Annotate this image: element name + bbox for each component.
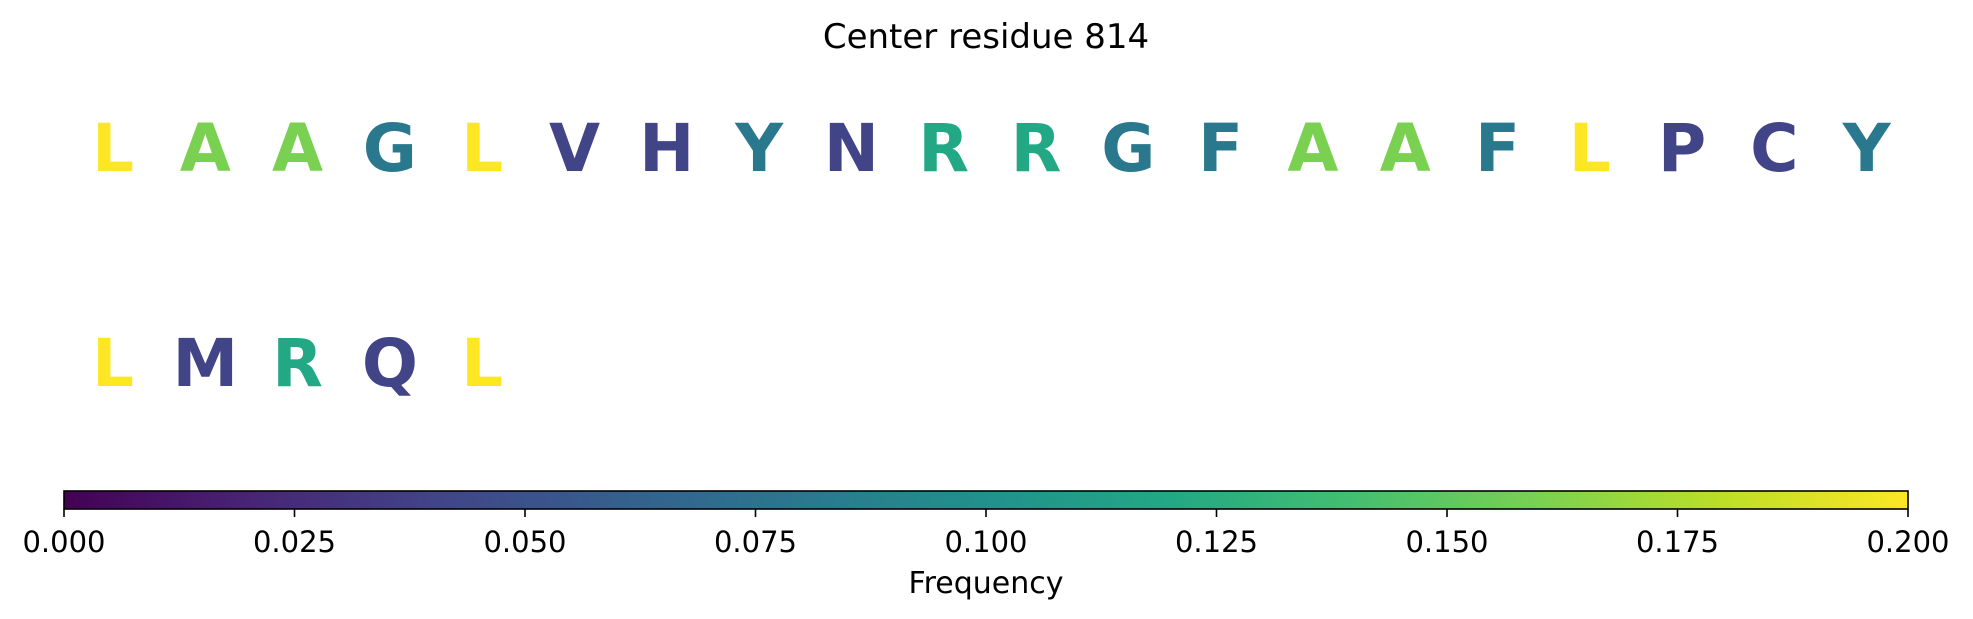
colorbar-tick-label: 0.150 xyxy=(1405,525,1488,559)
colorbar-tick-label: 0.100 xyxy=(944,525,1027,559)
colorbar-tick-label: 0.000 xyxy=(22,525,105,559)
colorbar-label: Frequency xyxy=(909,566,1064,601)
residue-grid: L A A G L V H Y N R R G F A A F L P C YL M R Q L xyxy=(92,110,1892,402)
residue-letter: H xyxy=(639,110,694,187)
residue-letter: A xyxy=(1287,110,1338,187)
residue-letter: G xyxy=(1101,110,1155,187)
residue-letter: A xyxy=(1380,110,1431,187)
colorbar-tick-label: 0.050 xyxy=(483,525,566,559)
residue-letter: Q xyxy=(362,325,418,402)
residue-letter: Y xyxy=(734,110,784,187)
colorbar-tick-label: 0.175 xyxy=(1636,525,1719,559)
residue-letter: L xyxy=(461,325,503,402)
residue-letter: N xyxy=(824,110,879,187)
residue-letter: A xyxy=(180,110,231,187)
colorbar-gradient xyxy=(63,490,1909,510)
colorbar-tick-label: 0.200 xyxy=(1866,525,1949,559)
residue-letter: L xyxy=(92,325,134,402)
residue-letter: F xyxy=(1475,110,1520,187)
residue-letter: M xyxy=(172,325,238,402)
residue-letter: P xyxy=(1658,110,1706,187)
residue-letter: R xyxy=(272,325,323,402)
residue-letter: L xyxy=(1569,110,1611,187)
colorbar-tick-label: 0.025 xyxy=(253,525,336,559)
colorbar-tick-label: 0.075 xyxy=(714,525,797,559)
residue-letter: A xyxy=(272,110,323,187)
residue-letter: G xyxy=(363,110,417,187)
colorbar-ticks: 0.000 0.025 0.050 0.075 0.100 0.125 0.150 0.175… xyxy=(22,509,1950,559)
residue-letter: V xyxy=(549,110,600,187)
residue-letter: R xyxy=(918,110,969,187)
chart-title: Center residue 814 xyxy=(823,17,1149,57)
residue-letter: L xyxy=(461,110,503,187)
residue-letter: C xyxy=(1750,110,1798,187)
residue-letter: F xyxy=(1198,110,1243,187)
residue-letter: L xyxy=(92,110,134,187)
colorbar-tick-label: 0.125 xyxy=(1175,525,1258,559)
residue-letter: R xyxy=(1011,110,1062,187)
residue-letter: Y xyxy=(1842,110,1892,187)
colorbar: 0.000 0.025 0.050 0.075 0.100 0.125 0.150 0.175… xyxy=(22,490,1950,601)
